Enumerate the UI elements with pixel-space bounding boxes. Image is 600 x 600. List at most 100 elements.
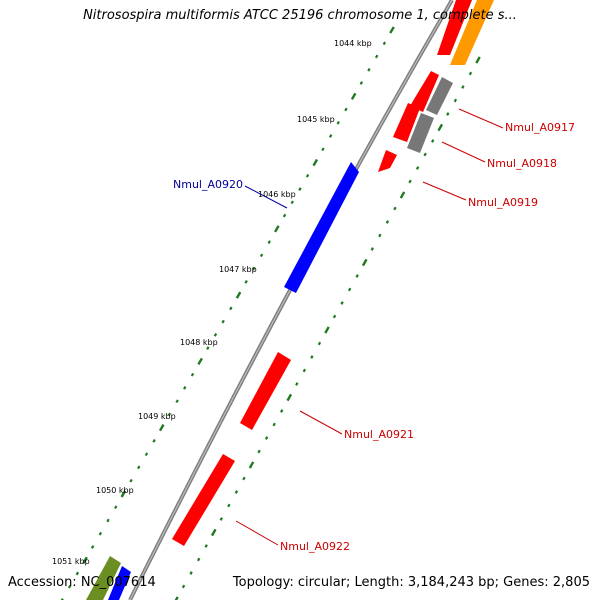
gene-feature-nmul-a0922[interactable]: [172, 454, 235, 546]
outer-ring-minor-tick: [332, 314, 337, 319]
outer-ring-major-tick: [361, 258, 368, 267]
gene-label-nmul-a0919[interactable]: Nmul_A0919: [468, 196, 538, 209]
outer-ring-minor-tick: [468, 71, 473, 76]
inner-ring-minor-tick: [152, 439, 156, 443]
inner-ring-minor-tick: [367, 67, 371, 72]
outer-ring-minor-tick: [234, 490, 239, 494]
inner-ring-minor-tick: [144, 452, 149, 457]
gene-feature-nmul-a0917[interactable]: [393, 103, 420, 142]
inner-ring-minor-tick: [298, 187, 302, 191]
gene-labels: Nmul_A0917 Nmul_A0918 Nmul_A0919 Nmul_A0…: [173, 121, 575, 553]
inner-ring-minor-tick: [98, 531, 103, 536]
gene-feature-nmul-a0918[interactable]: [378, 150, 397, 172]
outer-ring-minor-tick: [423, 152, 427, 157]
inner-ring-minor-tick: [75, 571, 80, 576]
inner-ring-minor-tick: [290, 200, 294, 205]
outer-ring-minor-tick: [355, 274, 359, 278]
inner-ring-major-tick: [82, 556, 88, 564]
outer-ring-minor-tick: [219, 517, 223, 521]
inner-ring-minor-tick: [67, 584, 72, 589]
tick-labels: 1044 kbp 1045 kbp 1046 kbp 1047 kbp 1048…: [52, 39, 372, 566]
outer-ring-minor-tick: [181, 584, 186, 589]
gene-feature-partial-top[interactable]: [437, 0, 472, 55]
tick-label-1046: 1046 kbp: [258, 190, 296, 199]
inner-ring-major-tick: [312, 158, 319, 167]
tick-label-1044: 1044 kbp: [334, 39, 372, 48]
outer-ring-major-tick: [210, 528, 217, 537]
gene-feature-gray-2[interactable]: [407, 113, 434, 153]
inner-ring-minor-tick: [183, 386, 187, 390]
outer-ring-minor-tick: [242, 476, 246, 481]
inner-ring-minor-tick: [252, 266, 256, 271]
inner-ring-major-tick: [158, 424, 165, 432]
inner-ring-minor-tick: [90, 545, 95, 549]
tick-label-1047: 1047 kbp: [219, 265, 257, 274]
gene-label-nmul-a0922[interactable]: Nmul_A0922: [280, 540, 350, 553]
tick-label-1050: 1050 kbp: [96, 486, 134, 495]
tick-label-1045: 1045 kbp: [297, 115, 335, 124]
tick-marks: [60, 26, 481, 600]
inner-ring-major-tick: [235, 291, 242, 299]
sequence-title: Nitrosospira multiformis ATCC 25196 chro…: [83, 8, 517, 23]
gene-features: [86, 0, 494, 600]
inner-ring-major-tick: [120, 490, 127, 498]
callout-line-nmul-a0919: [422, 181, 467, 201]
gene-feature-nmul-a0921[interactable]: [240, 352, 291, 430]
gene-feature-upper-red[interactable]: [410, 71, 439, 112]
gene-label-nmul-a0920[interactable]: Nmul_A0920: [173, 178, 243, 191]
inner-ring-minor-tick: [244, 280, 248, 284]
inner-ring-minor-tick: [106, 518, 110, 523]
outer-ring-minor-tick: [317, 341, 322, 346]
inner-ring-major-tick: [389, 26, 395, 34]
gene-feature-olive-bottom[interactable]: [86, 556, 121, 600]
inner-ring-minor-tick: [129, 478, 133, 483]
outer-ring-minor-tick: [310, 355, 314, 359]
gene-feature-nmul-a0920[interactable]: [284, 162, 359, 293]
gene-feature-blue-bottom[interactable]: [108, 566, 131, 600]
outer-ring-major-tick: [174, 596, 179, 600]
chromosome-backbone-highlight: [129, 0, 453, 600]
outer-ring-minor-tick: [415, 166, 420, 170]
topology-text: Topology: circular; Length: 3,184,243 bp…: [232, 575, 590, 590]
callout-line-nmul-a0917: [458, 108, 504, 129]
outer-ring-minor-tick: [280, 409, 284, 413]
gene-feature-upper-gray[interactable]: [426, 77, 453, 115]
inner-ring-minor-tick: [382, 41, 387, 46]
gene-label-nmul-a0917[interactable]: Nmul_A0917: [505, 121, 575, 134]
outer-ring-minor-tick: [204, 544, 208, 548]
callout-line-nmul-a0918: [441, 141, 486, 163]
outer-ring-major-tick: [324, 326, 330, 334]
chromosome-backbone: [128, 0, 454, 600]
tick-label-1049: 1049 kbp: [138, 412, 176, 421]
outer-ring-minor-tick: [347, 287, 352, 292]
outer-ring-minor-tick: [385, 220, 390, 224]
outer-ring-minor-tick: [378, 233, 382, 238]
inner-ring-minor-tick: [321, 147, 325, 152]
inner-ring-minor-tick: [167, 412, 172, 417]
gene-label-nmul-a0918[interactable]: Nmul_A0918: [487, 157, 557, 170]
gene-feature-partial-orange[interactable]: [450, 0, 494, 65]
outer-ring-minor-tick: [408, 179, 412, 184]
callout-line-nmul-a0920: [244, 185, 288, 209]
outer-ring-minor-tick: [370, 247, 374, 251]
outer-ring-minor-tick: [453, 98, 458, 103]
outer-ring-minor-tick: [196, 557, 201, 562]
inner-ring-minor-tick: [213, 333, 218, 337]
outer-ring-minor-tick: [227, 503, 231, 508]
outer-ring-minor-tick: [446, 112, 450, 116]
callout-lines: [235, 108, 504, 546]
inner-ring-minor-tick: [267, 240, 271, 244]
inner-ring-minor-tick: [359, 81, 364, 85]
inner-ring-minor-tick: [190, 372, 195, 377]
outer-ring-major-tick: [286, 393, 293, 402]
outer-ring-major-tick: [437, 123, 444, 132]
outer-ring-minor-tick: [295, 382, 299, 386]
outer-ring-minor-tick: [272, 422, 276, 427]
outer-ring-minor-tick: [431, 139, 435, 143]
outer-ring-minor-tick: [257, 449, 261, 454]
gene-label-nmul-a0921[interactable]: Nmul_A0921: [344, 428, 414, 441]
outer-ring-major-tick: [399, 191, 406, 199]
inner-ring-minor-tick: [336, 120, 340, 125]
